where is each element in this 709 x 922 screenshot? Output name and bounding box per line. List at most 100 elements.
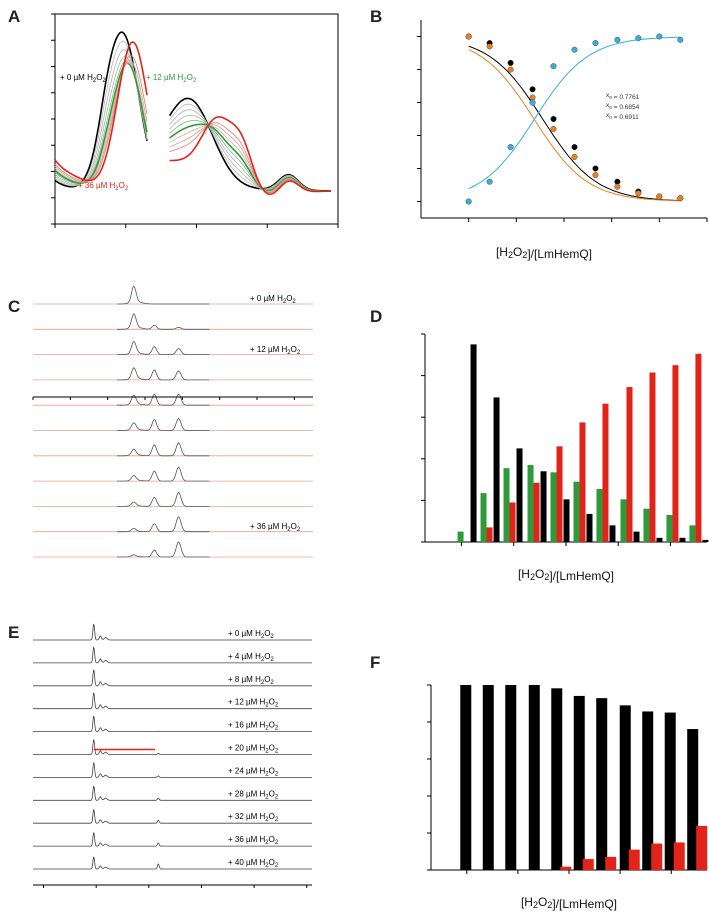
data-point-b <box>507 59 514 66</box>
data-point-b <box>507 144 514 151</box>
data-point-b <box>571 46 578 53</box>
fit-curve-b <box>468 45 681 202</box>
spectrum-soret-a <box>54 55 148 182</box>
bar-black-d <box>586 513 593 542</box>
bar-black-f <box>573 695 585 870</box>
mass-spectrum-trace-e <box>33 785 312 801</box>
bar-red-d <box>672 365 679 542</box>
annotation-0uM-a: + 0 µM H2O2 <box>60 73 106 84</box>
chromatogram-trace-c <box>117 417 210 431</box>
bar-red-d <box>486 527 493 542</box>
chart-a-uvvis: + 0 µM H2O2 + 12 µM H2O2 + 36 µM H2O2 <box>51 13 339 228</box>
annotation-12uM-a: + 12 µM H2O2 <box>146 73 197 84</box>
data-point-b <box>550 63 557 70</box>
data-point-b <box>507 66 514 73</box>
bar-red-d <box>695 353 702 542</box>
data-point-b <box>635 190 642 197</box>
chart-e-mass-spectra: + 0 µM H2O2 + 4 µM H2O2 + 8 µM H2O2 + 12 µM… <box>33 623 312 888</box>
data-point-b <box>592 165 599 172</box>
spectrum-q-band-a <box>169 116 331 196</box>
bar-black-f <box>687 729 699 870</box>
data-point-b <box>677 36 684 43</box>
panel-letter-e: E <box>8 623 19 642</box>
chromatogram-trace-c <box>117 313 210 330</box>
bar-red-d <box>533 482 540 542</box>
x-axis-title-b: [H2O2]/[LmHemQ] <box>496 245 592 261</box>
trace-label-e: + 40 µM H2O2 <box>228 858 279 869</box>
data-point-b <box>465 198 472 205</box>
mass-spectrum-trace-e <box>33 856 312 870</box>
bar-red-f <box>673 842 685 870</box>
trace-label-12uM-c: + 12 µM H2O2 <box>250 345 301 356</box>
trace-label-36uM-c: + 36 µM H2O2 <box>250 522 301 533</box>
mass-spectrum-trace-e <box>33 669 312 687</box>
trace-label-e: + 8 µM H2O2 <box>228 675 274 686</box>
bar-black-d <box>702 539 709 542</box>
bar-red-f <box>628 849 640 870</box>
bar-red-f <box>651 843 663 870</box>
mass-spectrum-trace-e <box>33 623 312 641</box>
x-axis-title-d: [H2O2]/[LmHemQ] <box>518 567 614 583</box>
bar-black-d <box>656 537 663 542</box>
bar-black-f <box>664 712 676 870</box>
data-point-b <box>656 33 663 40</box>
bar-red-f <box>696 825 708 870</box>
fit-curve-b <box>468 36 681 190</box>
bar-red-d <box>626 387 633 542</box>
data-point-b <box>529 86 536 93</box>
data-point-b <box>486 178 493 185</box>
bar-black-d <box>609 525 616 542</box>
bar-black-f <box>596 698 608 870</box>
bar-black-f <box>460 685 472 870</box>
chromatogram-trace-c <box>117 285 210 305</box>
x0-395-b: x0 = 0.6854 <box>606 102 640 111</box>
bar-black-d <box>516 448 523 542</box>
bar-black-f <box>528 685 540 870</box>
mass-spectrum-trace-e <box>33 832 312 847</box>
spectrum-q-band-a <box>168 97 331 192</box>
bar-red-f <box>582 859 594 870</box>
panel-letter-a: A <box>8 7 20 26</box>
bar-red-f <box>605 856 617 870</box>
data-point-b <box>529 99 536 106</box>
spectrum-q-band-a <box>169 114 331 192</box>
spectrum-soret-a <box>54 62 148 184</box>
bar-black-d <box>679 537 686 542</box>
chromatogram-trace-c <box>117 541 210 558</box>
spectrum-soret-a <box>54 40 148 187</box>
mass-spectrum-trace-e <box>33 692 312 710</box>
bar-red-d <box>509 502 516 542</box>
chromatogram-trace-c <box>117 340 210 355</box>
bar-black-d <box>470 344 477 542</box>
bar-green-d <box>620 499 627 542</box>
mass-spectrum-trace-e <box>33 715 312 732</box>
data-point-b <box>592 172 599 179</box>
data-point-b <box>465 33 472 40</box>
plot-frame-a <box>54 13 339 225</box>
chromatogram-trace-c <box>117 442 210 457</box>
bar-green-d <box>666 514 673 542</box>
data-point-b <box>550 115 557 122</box>
data-point-b <box>677 195 684 202</box>
bar-black-d <box>563 499 570 542</box>
trace-label-e: + 20 µM H2O2 <box>228 744 279 755</box>
bar-green-d <box>643 508 650 542</box>
chromatogram-trace-c <box>117 393 210 406</box>
panel-letter-f: F <box>370 653 380 672</box>
data-point-b <box>614 183 621 190</box>
bar-black-f <box>642 711 654 870</box>
annotation-36uM-a: + 36 µM H2O2 <box>78 181 129 192</box>
bar-black-f <box>482 685 494 870</box>
data-point-b <box>635 35 642 42</box>
trace-label-e: + 32 µM H2O2 <box>228 812 279 823</box>
x0-375-b: x0 = 0.7761 <box>606 92 640 101</box>
spectrum-soret-a <box>54 62 148 183</box>
data-point-b <box>571 153 578 160</box>
chart-c-chromatograms: + 0 µM H2O2 + 12 µM H2O2 + 36 µM H2O2 <box>32 285 313 558</box>
chromatogram-trace-c <box>117 491 210 507</box>
bar-black-d <box>540 471 547 542</box>
bar-black-f <box>551 688 563 870</box>
mass-spectrum-trace-e <box>33 739 312 755</box>
data-point-b <box>614 36 621 43</box>
